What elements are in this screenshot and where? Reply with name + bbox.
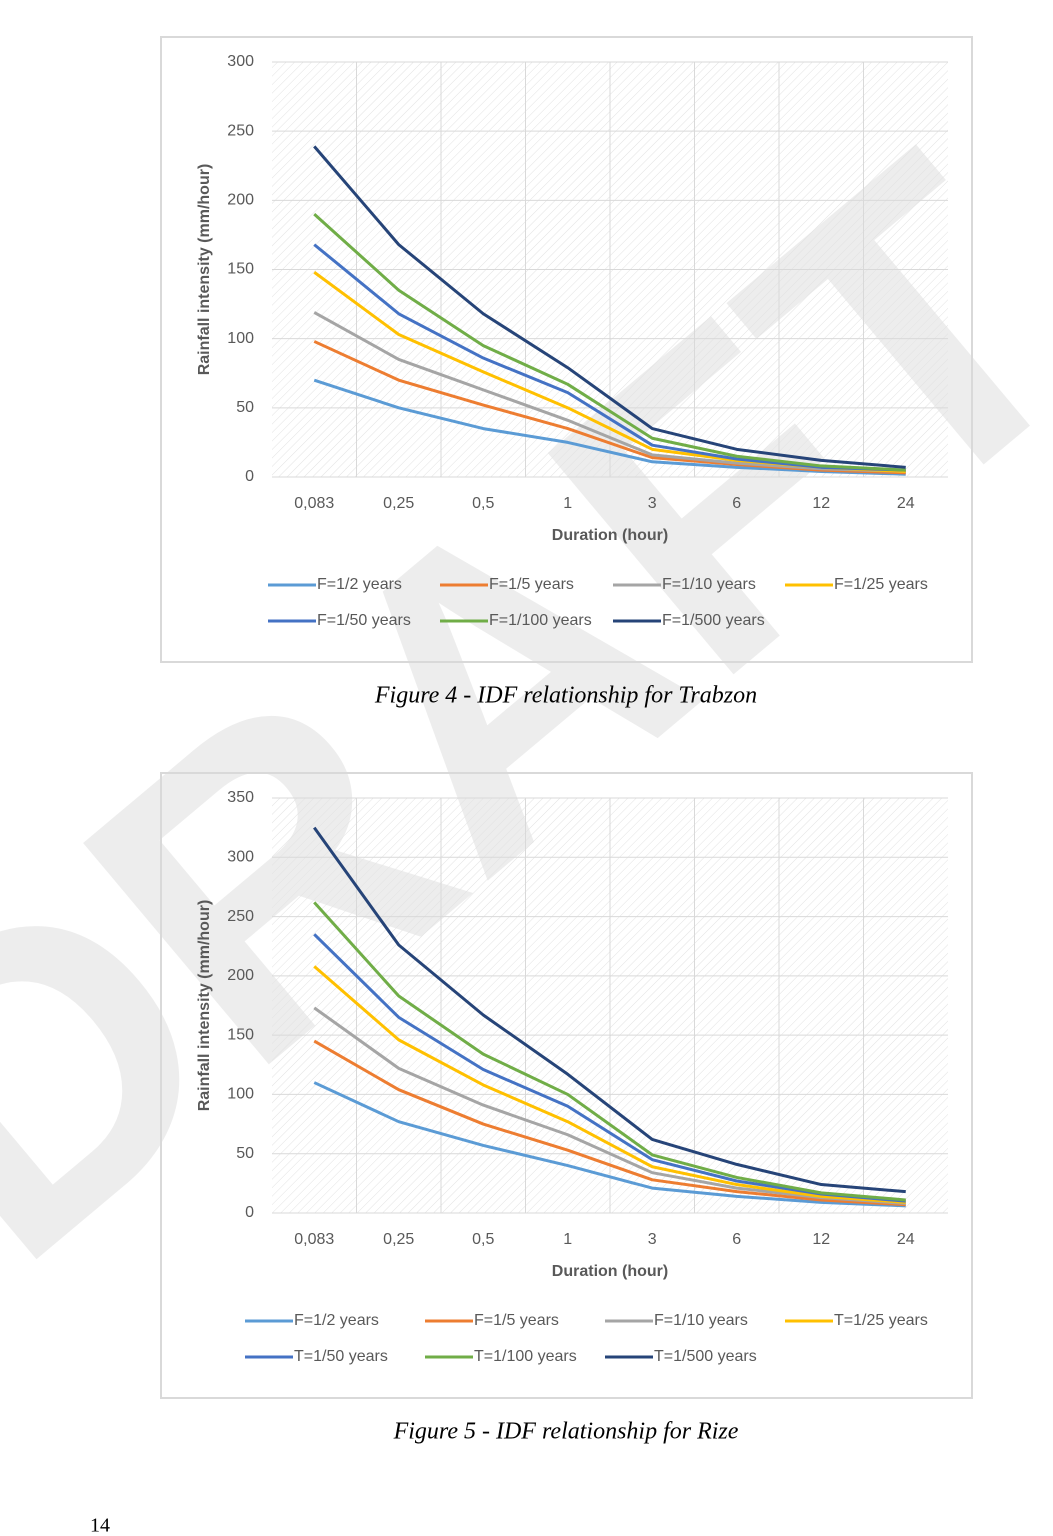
x-tick-label: 24 [897,495,915,512]
x-tick-label: 1 [563,1231,572,1248]
legend-label: T=1/50 years [294,1348,388,1365]
series-line [313,1039,906,1207]
x-axis-label: Duration (hour) [552,1263,668,1280]
x-tick-label: 0,25 [383,495,414,512]
legend-label: T=1/500 years [654,1348,757,1365]
y-tick-label: 50 [236,1145,254,1162]
series-line [313,1006,906,1206]
y-tick-label: 150 [227,261,254,278]
y-tick-label: 250 [227,122,254,139]
caption: Figure 4 - IDF relationship for Trabzon [374,683,757,709]
x-tick-label: 0,25 [383,1231,414,1248]
y-tick-label: 250 [227,908,254,925]
x-tick-label: 6 [732,1231,741,1248]
x-tick-label: 0,5 [472,495,494,512]
legend-label: F=1/10 years [654,1312,748,1329]
y-tick-label: 0 [245,468,254,485]
y-axis-label: Rainfall intensity (mm/hour) [196,900,213,1112]
x-tick-label: 0,083 [294,1231,334,1248]
series-line [313,933,906,1203]
legend-label: T=1/100 years [474,1348,577,1365]
x-tick-label: 6 [732,495,741,512]
series-line [313,378,906,476]
series-line [313,311,906,473]
page-number: 14 [90,1515,110,1536]
legend-label: F=1/10 years [662,576,756,593]
figure-frame [160,36,973,663]
y-tick-label: 300 [227,53,254,70]
legend-label: F=1/2 years [294,1312,379,1329]
legend-label: F=1/25 years [834,576,928,593]
series-line [313,826,906,1194]
y-tick-label: 50 [236,399,254,416]
series-line [313,145,906,469]
legend-label: F=1/2 years [317,576,402,593]
figure-frame [160,772,973,1399]
legend-label: F=1/50 years [317,612,411,629]
legend-label: F=1/500 years [662,612,765,629]
x-tick-label: 3 [648,495,657,512]
y-tick-label: 200 [227,192,254,209]
y-tick-label: 350 [227,789,254,806]
caption: Figure 5 - IDF relationship for Rize [393,1419,739,1445]
y-tick-label: 150 [227,1026,254,1043]
y-tick-label: 200 [227,967,254,984]
series-line [313,213,906,472]
series-line [313,243,906,472]
x-tick-label: 0,5 [472,1231,494,1248]
x-tick-label: 12 [812,1231,830,1248]
x-tick-label: 12 [812,495,830,512]
x-axis-label: Duration (hour) [552,527,668,544]
legend-label: T=1/25 years [834,1312,928,1329]
x-tick-label: 3 [648,1231,657,1248]
legend-label: F=1/100 years [489,612,592,629]
x-tick-label: 1 [563,495,572,512]
x-tick-label: 24 [897,1231,915,1248]
series-line [313,1081,906,1208]
y-tick-label: 300 [227,849,254,866]
y-tick-label: 100 [227,1086,254,1103]
series-line [313,965,906,1204]
series-line [313,901,906,1202]
y-tick-label: 100 [227,330,254,347]
x-tick-label: 0,083 [294,495,334,512]
y-tick-label: 0 [245,1204,254,1221]
legend-label: F=1/5 years [474,1312,559,1329]
y-axis-label: Rainfall intensity (mm/hour) [196,164,213,376]
legend-label: F=1/5 years [489,576,574,593]
